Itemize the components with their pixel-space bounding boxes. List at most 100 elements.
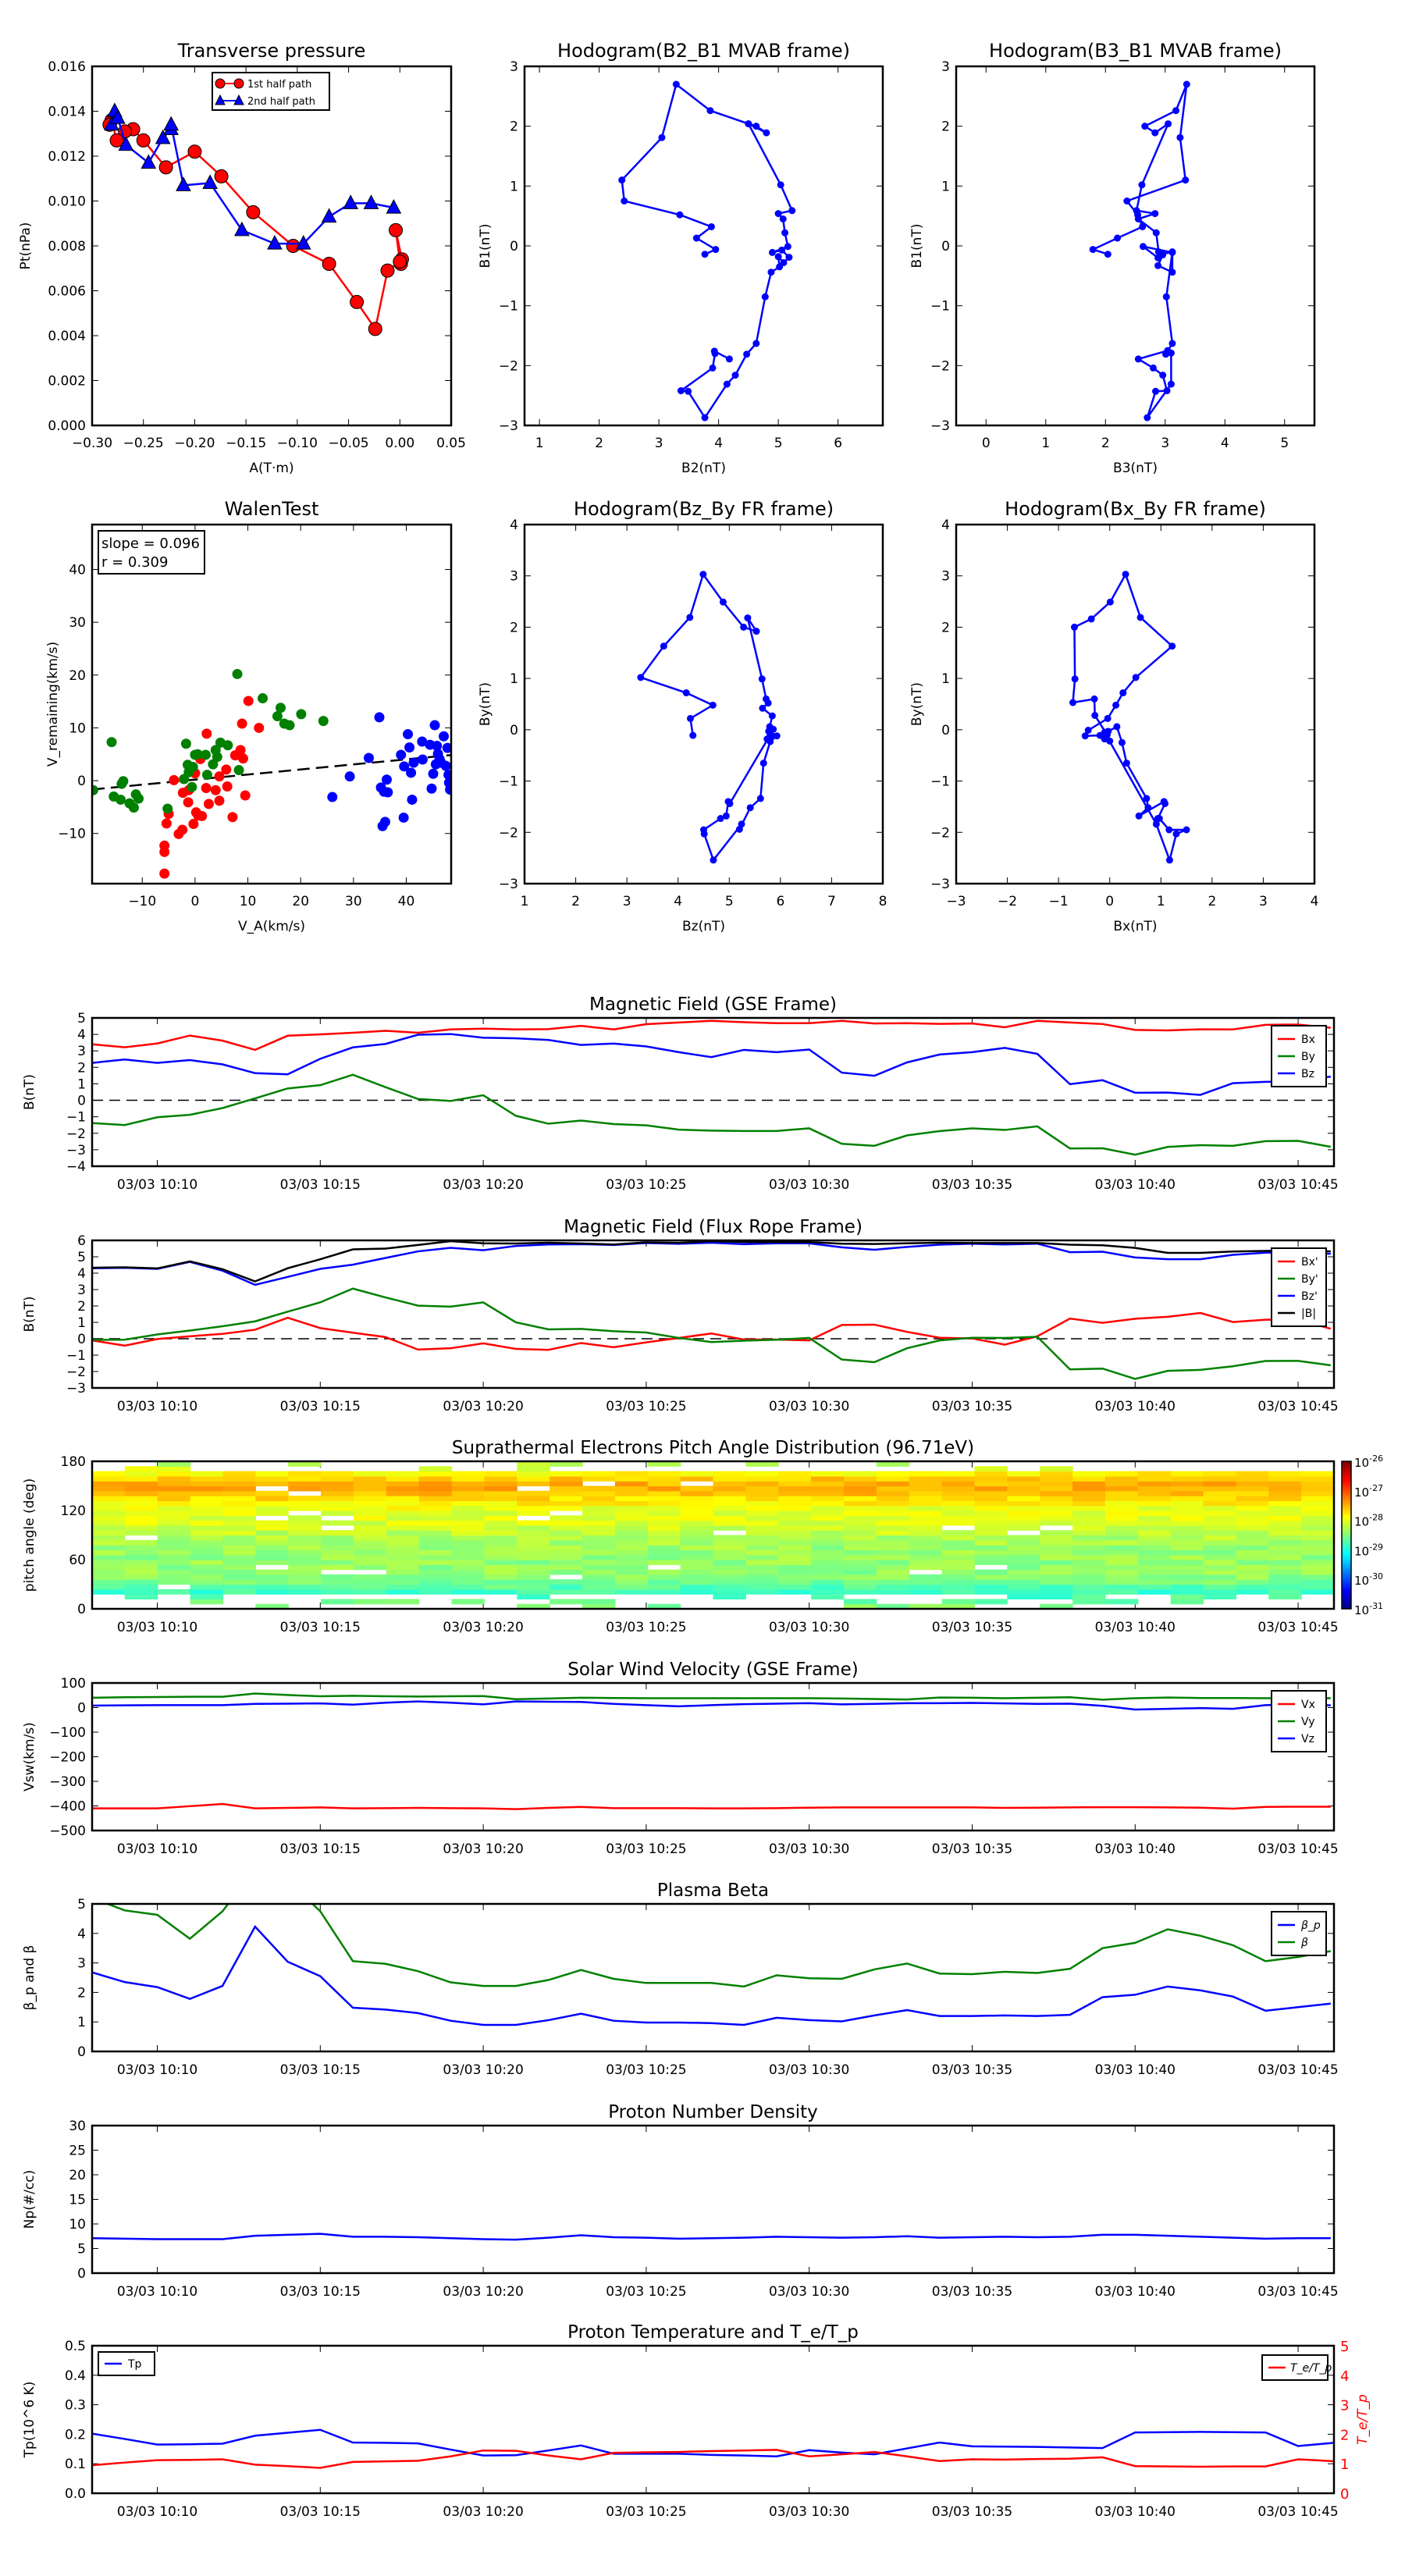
heatmap-cell: [1104, 1599, 1139, 1605]
heatmap-cell: [157, 1471, 191, 1477]
heatmap-cell: [909, 1520, 943, 1526]
heatmap-cell: [876, 1490, 910, 1496]
x-tick-label: 20: [292, 894, 309, 909]
heatmap-cell: [713, 1520, 746, 1526]
data-point: [1104, 251, 1112, 258]
data-point: [746, 804, 754, 812]
colorbar-cell: [1342, 1542, 1351, 1546]
plot-area: [92, 1240, 1334, 1380]
heatmap-cell: [1072, 1554, 1106, 1560]
heatmap-cell: [1072, 1481, 1106, 1487]
heatmap-cell: [484, 1550, 518, 1556]
x-tick-label: 03/03 10:40: [1095, 1177, 1176, 1193]
heatmap-cell: [745, 1496, 779, 1501]
x-tick-label: 03/03 10:25: [606, 1399, 686, 1414]
heatmap-cell: [255, 1539, 289, 1546]
heatmap-cell: [843, 1579, 877, 1585]
heatmap-cell: [1007, 1550, 1040, 1556]
heatmap-cell: [321, 1520, 354, 1526]
y-axis-label: β_p and β: [22, 1945, 37, 2011]
heatmap-cell: [1072, 1475, 1106, 1482]
heatmap-cell: [92, 1490, 126, 1496]
data-point: [180, 738, 191, 749]
x-tick-label: 03/03 10:10: [117, 1841, 197, 1857]
heatmap-cell: [1104, 1574, 1139, 1580]
heatmap-cell: [255, 1520, 289, 1526]
heatmap-cell: [451, 1579, 486, 1585]
y-tick-label: 2: [941, 620, 950, 635]
heatmap-cell: [451, 1490, 486, 1496]
x-tick-label: 3: [1161, 436, 1169, 451]
chart-title: Magnetic Field (GSE Frame): [589, 994, 837, 1015]
data-point: [692, 234, 700, 242]
heatmap-cell: [614, 1510, 649, 1516]
data-point: [1070, 623, 1078, 631]
heatmap-cell: [843, 1481, 877, 1487]
heatmap-cell: [353, 1520, 387, 1526]
heatmap-cell: [1301, 1574, 1334, 1580]
heatmap-cell: [582, 1515, 616, 1521]
heatmap-cell: [157, 1490, 191, 1496]
data-point: [618, 176, 626, 184]
y-tick-label: 4: [510, 518, 518, 533]
heatmap-cell: [1301, 1475, 1334, 1482]
y-tick-label: 10: [69, 2217, 86, 2233]
data-point: [445, 785, 451, 795]
data-point: [768, 248, 776, 256]
heatmap-cell: [1072, 1574, 1106, 1580]
y-tick-label: 20: [69, 668, 86, 684]
data-point: [1183, 826, 1190, 834]
heatmap-cell: [1301, 1554, 1334, 1560]
heatmap-cell: [190, 1569, 224, 1575]
heatmap-cell: [843, 1539, 877, 1546]
mag-gse-chart: Magnetic Field (GSE Frame)03/03 10:10 03/…: [22, 994, 1339, 1193]
legend-label: By: [1301, 1051, 1315, 1063]
heatmap-cell: [1040, 1560, 1073, 1565]
heatmap-cell: [550, 1525, 583, 1531]
heatmap-cell: [1170, 1496, 1204, 1501]
heatmap-cell: [680, 1574, 714, 1580]
data-point: [254, 722, 265, 733]
heatmap-cell: [843, 1584, 877, 1590]
plot-area: [1069, 571, 1190, 864]
heatmap-cell: [713, 1481, 746, 1487]
y-tick-label: 0.008: [48, 239, 86, 254]
heatmap-cell: [680, 1589, 714, 1595]
heatmap-cell: [190, 1539, 224, 1546]
y-tick-label: 3: [941, 59, 950, 75]
y-tick-label: 0: [77, 774, 86, 789]
data-point: [169, 774, 180, 785]
heatmap-cell: [222, 1574, 256, 1580]
data-point: [155, 129, 171, 144]
heatmap-cell: [941, 1471, 976, 1477]
heatmap-cell: [92, 1500, 126, 1507]
heatmap-cell: [451, 1535, 486, 1541]
heatmap-cell: [941, 1554, 976, 1560]
y-tick-label: −3: [930, 877, 950, 892]
data-point: [785, 254, 793, 262]
heatmap-cell: [876, 1515, 910, 1521]
heatmap-cell: [745, 1461, 779, 1467]
heatmap-cell: [680, 1505, 714, 1511]
y-tick-label: 0.4: [65, 2368, 86, 2384]
heatmap-cell: [124, 1505, 158, 1511]
heatmap-cell: [517, 1569, 550, 1575]
y-tick-label: 30: [69, 615, 86, 631]
data-point: [1144, 804, 1152, 812]
heatmap-cell: [713, 1545, 746, 1550]
heatmap-cell: [1104, 1481, 1139, 1487]
heatmap-cell: [288, 1545, 322, 1550]
heatmap-cell: [680, 1545, 714, 1550]
heatmap-cell: [778, 1525, 812, 1531]
heatmap-cell: [1104, 1515, 1139, 1521]
legend-marker: [215, 94, 226, 105]
x-tick-label: 03/03 10:25: [606, 1177, 686, 1193]
heatmap-cell: [517, 1520, 550, 1526]
heatmap-cell: [386, 1554, 420, 1560]
x-tick-label: 03/03 10:35: [932, 2504, 1012, 2520]
colorbar-cell: [1342, 1464, 1351, 1467]
heatmap-cell: [124, 1545, 158, 1550]
data-point: [350, 294, 365, 309]
heatmap-cell: [876, 1510, 910, 1516]
